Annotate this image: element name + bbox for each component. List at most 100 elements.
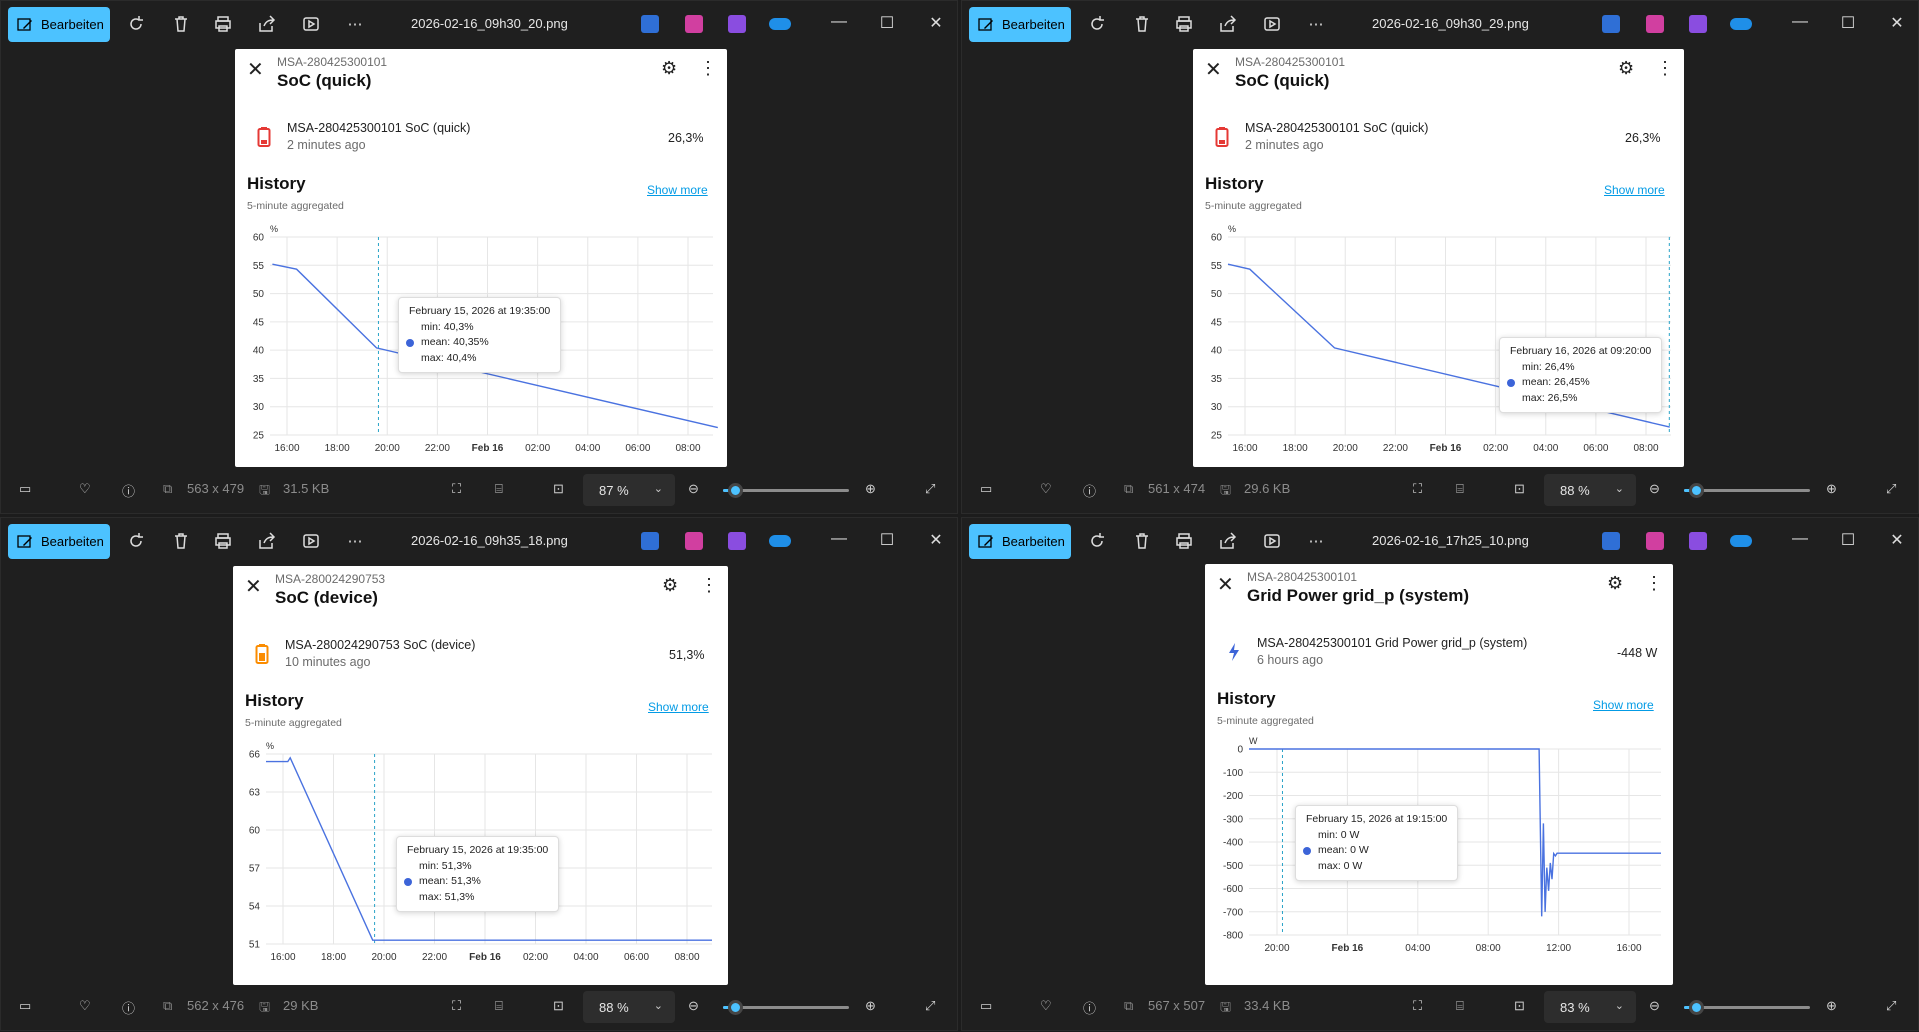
print-icon[interactable] [213, 531, 233, 551]
zoom-slider[interactable] [1684, 1000, 1810, 1015]
fullscreen-icon[interactable]: ⤢ [925, 481, 936, 496]
share-icon[interactable] [257, 14, 277, 34]
zoom-slider[interactable] [723, 483, 849, 498]
designer-app-icon[interactable] [641, 15, 659, 33]
favorite-heart-icon[interactable]: ♡ [79, 998, 91, 1013]
zoom-in-icon[interactable]: ⊕ [865, 481, 876, 496]
info-icon[interactable]: ⓘ [1083, 484, 1097, 499]
copilot-app-icon[interactable] [1646, 532, 1664, 550]
share-icon[interactable] [1218, 14, 1238, 34]
kebab-menu-icon[interactable]: ⋮ [1656, 58, 1674, 78]
onedrive-cloud-icon[interactable] [1730, 18, 1752, 30]
clipchamp-app-icon[interactable] [728, 15, 746, 33]
slideshow-icon[interactable] [301, 14, 321, 34]
close-window-icon[interactable]: ✕ [1890, 532, 1904, 549]
edit-button[interactable]: Bearbeiten [969, 524, 1071, 559]
gear-icon[interactable]: ⚙ [662, 575, 679, 595]
fullscreen-icon[interactable]: ⤢ [1886, 481, 1897, 496]
favorite-heart-icon[interactable]: ♡ [1040, 998, 1052, 1013]
clipchamp-app-icon[interactable] [728, 532, 746, 550]
fit-view-icon[interactable]: ⊡ [553, 481, 564, 496]
maximize-icon[interactable]: ☐ [1840, 15, 1856, 32]
onedrive-cloud-icon[interactable] [769, 18, 791, 30]
rotate-icon[interactable] [126, 531, 146, 551]
zoom-out-icon[interactable]: ⊖ [1649, 998, 1660, 1013]
scan-icon[interactable]: ⛶ [1413, 998, 1423, 1013]
onedrive-cloud-icon[interactable] [769, 535, 791, 547]
rotate-icon[interactable] [126, 14, 146, 34]
ocr-icon[interactable]: ⌸ [1456, 481, 1464, 496]
gear-icon[interactable]: ⚙ [1607, 573, 1624, 593]
close-icon[interactable]: ✕ [1205, 59, 1222, 81]
close-window-icon[interactable]: ✕ [929, 532, 943, 549]
zoom-select[interactable]: 87 % ⌄ [583, 474, 675, 506]
gear-icon[interactable]: ⚙ [1618, 58, 1635, 78]
edit-button[interactable]: Bearbeiten [969, 7, 1071, 42]
favorite-heart-icon[interactable]: ♡ [1040, 481, 1052, 496]
zoom-in-icon[interactable]: ⊕ [1826, 481, 1837, 496]
print-icon[interactable] [1174, 531, 1194, 551]
share-icon[interactable] [1218, 531, 1238, 551]
show-more-link[interactable]: Show more [648, 700, 709, 714]
show-more-link[interactable]: Show more [1604, 183, 1665, 197]
filmstrip-icon[interactable]: ▭ [980, 998, 993, 1013]
zoom-slider-knob[interactable] [728, 1000, 744, 1015]
zoom-slider[interactable] [1684, 483, 1810, 498]
filmstrip-icon[interactable]: ▭ [19, 481, 32, 496]
onedrive-cloud-icon[interactable] [1730, 535, 1752, 547]
fit-view-icon[interactable]: ⊡ [553, 998, 564, 1013]
gear-icon[interactable]: ⚙ [661, 58, 678, 78]
delete-icon[interactable] [1132, 14, 1152, 34]
kebab-menu-icon[interactable]: ⋮ [1645, 573, 1663, 593]
show-more-link[interactable]: Show more [1593, 698, 1654, 712]
minimize-icon[interactable]: — [831, 13, 847, 30]
maximize-icon[interactable]: ☐ [1840, 532, 1856, 549]
edit-button[interactable]: Bearbeiten [8, 524, 110, 559]
delete-icon[interactable] [171, 531, 191, 551]
zoom-slider-knob[interactable] [1688, 1000, 1704, 1015]
delete-icon[interactable] [1132, 531, 1152, 551]
fullscreen-icon[interactable]: ⤢ [1886, 998, 1897, 1013]
minimize-icon[interactable]: — [1792, 530, 1808, 547]
zoom-slider-knob[interactable] [1689, 483, 1705, 498]
fit-view-icon[interactable]: ⊡ [1514, 481, 1525, 496]
kebab-menu-icon[interactable]: ⋮ [700, 575, 718, 595]
zoom-slider[interactable] [723, 1000, 849, 1015]
info-icon[interactable]: ⓘ [122, 484, 136, 499]
zoom-select[interactable]: 88 % ⌄ [1544, 474, 1636, 506]
close-window-icon[interactable]: ✕ [929, 15, 943, 32]
clipchamp-app-icon[interactable] [1689, 532, 1707, 550]
maximize-icon[interactable]: ☐ [879, 532, 895, 549]
ocr-icon[interactable]: ⌸ [495, 481, 503, 496]
zoom-select[interactable]: 83 % ⌄ [1544, 991, 1636, 1023]
slideshow-icon[interactable] [1262, 531, 1282, 551]
ocr-icon[interactable]: ⌸ [1456, 998, 1464, 1013]
history-chart[interactable]: 66 63 60 57 54 51% 16:00 18:00 20:00 22:00 Feb 16 0… [233, 566, 728, 985]
rotate-icon[interactable] [1087, 14, 1107, 34]
show-more-link[interactable]: Show more [647, 183, 708, 197]
copilot-app-icon[interactable] [685, 532, 703, 550]
print-icon[interactable] [213, 14, 233, 34]
zoom-out-icon[interactable]: ⊖ [688, 998, 699, 1013]
designer-app-icon[interactable] [1602, 15, 1620, 33]
zoom-out-icon[interactable]: ⊖ [1649, 481, 1660, 496]
info-icon[interactable]: ⓘ [1083, 1001, 1097, 1016]
minimize-icon[interactable]: — [1792, 13, 1808, 30]
minimize-icon[interactable]: — [831, 530, 847, 547]
rotate-icon[interactable] [1087, 531, 1107, 551]
zoom-slider-knob[interactable] [728, 483, 744, 498]
more-options-icon[interactable]: ⋯ [347, 533, 363, 550]
share-icon[interactable] [257, 531, 277, 551]
designer-app-icon[interactable] [641, 532, 659, 550]
print-icon[interactable] [1174, 14, 1194, 34]
filmstrip-icon[interactable]: ▭ [980, 481, 993, 496]
zoom-in-icon[interactable]: ⊕ [865, 998, 876, 1013]
designer-app-icon[interactable] [1602, 532, 1620, 550]
scan-icon[interactable]: ⛶ [452, 998, 462, 1013]
fullscreen-icon[interactable]: ⤢ [925, 998, 936, 1013]
zoom-select[interactable]: 88 % ⌄ [583, 991, 675, 1023]
zoom-out-icon[interactable]: ⊖ [688, 481, 699, 496]
kebab-menu-icon[interactable]: ⋮ [699, 58, 717, 78]
copilot-app-icon[interactable] [685, 15, 703, 33]
close-icon[interactable]: ✕ [245, 576, 262, 598]
